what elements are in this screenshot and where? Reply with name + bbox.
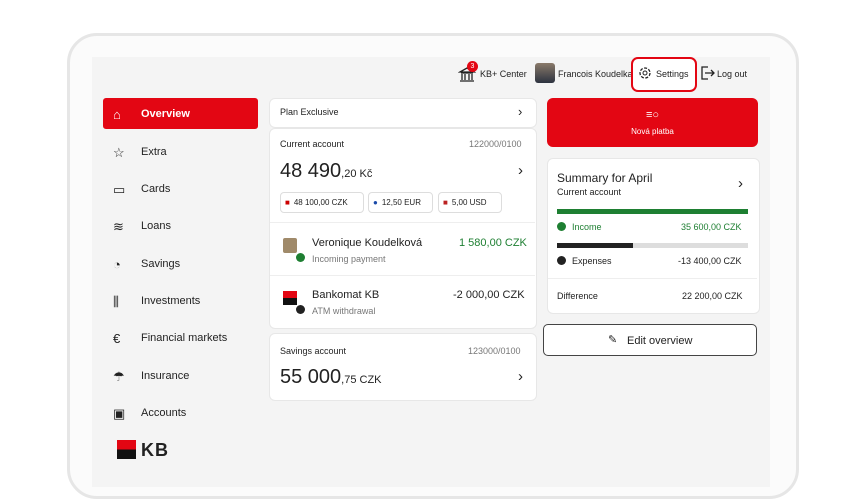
- outgoing-icon: [296, 305, 305, 314]
- currency: 12,50 EUR: [381, 198, 421, 207]
- difference: 22 200,00 CZK: [682, 291, 743, 301]
- payment-icon: ≡○: [646, 109, 660, 121]
- account-number: 123000/0100: [468, 346, 521, 356]
- tx-amount: 1 580,00 CZK: [459, 237, 527, 249]
- kb-logo-mark: [117, 440, 136, 459]
- account-label: Savings account: [280, 346, 347, 356]
- nav-item[interactable]: Financial markets: [141, 332, 228, 344]
- income-icon: [557, 222, 566, 231]
- user-name[interactable]: Francois Koudelka: [558, 69, 633, 79]
- nav-icon: ⫼: [113, 294, 119, 309]
- tx-name: Bankomat KB: [312, 289, 380, 301]
- expenses: -13 400,00 CZK: [678, 256, 742, 266]
- nav-icon: ▭: [113, 182, 126, 197]
- tx-type: Incoming payment: [312, 254, 386, 264]
- nav-item[interactable]: Overview: [141, 108, 190, 120]
- incoming-icon: [296, 253, 305, 262]
- edit: Edit overview: [627, 335, 693, 347]
- nav-icon: ◔: [113, 257, 121, 272]
- settings-button[interactable]: [631, 57, 697, 92]
- income-label: Income: [572, 222, 602, 232]
- expenses-label: Expenses: [572, 256, 612, 266]
- plan-card[interactable]: [269, 98, 537, 128]
- new-payment-button[interactable]: [547, 98, 758, 147]
- new-payment: Nová platba: [631, 127, 674, 136]
- nav-item[interactable]: Investments: [141, 295, 201, 307]
- nav-icon: ⌂: [113, 107, 121, 122]
- balance: 55 000,75 CZK: [280, 366, 382, 389]
- balance-main: 48 490: [280, 160, 342, 182]
- atm-logo: [283, 291, 297, 305]
- nav-icon: ☆: [113, 145, 125, 160]
- savings-card[interactable]: [269, 333, 537, 401]
- divider: [270, 275, 535, 276]
- logout[interactable]: Log out: [717, 69, 748, 79]
- balance-main: 55 000: [280, 366, 342, 388]
- currency-chip[interactable]: ● 12,50 EUR: [368, 192, 433, 213]
- avatar: [535, 63, 555, 83]
- nav-icon: ≋: [113, 219, 124, 234]
- balance: 48 490,20 Kč: [280, 160, 372, 183]
- account-number: 122000/0100: [469, 139, 522, 149]
- kb-center[interactable]: KB+ Center: [480, 69, 527, 79]
- divider: [548, 278, 757, 279]
- settings-icon: [639, 67, 651, 79]
- nav-item[interactable]: Savings: [141, 258, 181, 270]
- badge: 3: [467, 61, 478, 72]
- currency-chip[interactable]: ■ 5,00 USD: [438, 192, 502, 213]
- current-account-card[interactable]: [269, 128, 537, 329]
- balance-decimal: ,20 Kč: [341, 168, 373, 180]
- nav-icon: ☂: [113, 369, 125, 384]
- chevron: ›: [518, 162, 523, 179]
- nav-icon: ▣: [113, 406, 126, 421]
- nav-item[interactable]: Insurance: [141, 370, 190, 382]
- nav-item[interactable]: Cards: [141, 183, 171, 195]
- nav-item[interactable]: Accounts: [141, 407, 187, 419]
- nav-icon: €: [113, 331, 121, 346]
- edit-icon: ✎: [608, 334, 618, 346]
- tx-amount: -2 000,00 CZK: [453, 289, 525, 301]
- difference-label: Difference: [557, 291, 598, 301]
- contact-avatar: [283, 238, 297, 253]
- currency: 48 100,00 CZK: [293, 198, 348, 207]
- chevron: ›: [518, 368, 523, 385]
- income-bar: [557, 209, 748, 214]
- income: 35 600,00 CZK: [681, 222, 742, 232]
- expense-bar: [557, 243, 634, 248]
- balance-decimal: ,75 CZK: [341, 374, 382, 386]
- currency: 5,00 USD: [451, 198, 487, 207]
- kb-logo: KB: [141, 440, 169, 460]
- nav-active[interactable]: [103, 98, 258, 129]
- summary-subtitle: Current account: [557, 187, 622, 197]
- settings[interactable]: Settings: [656, 69, 689, 79]
- expense-icon: [557, 256, 566, 265]
- divider: [270, 222, 535, 223]
- expense-track: [557, 243, 748, 248]
- account-label: Current account: [280, 139, 345, 149]
- tx-type: ATM withdrawal: [312, 306, 376, 316]
- chevron: ›: [738, 175, 743, 192]
- summary-title: Summary for April: [557, 171, 653, 185]
- logout-icon[interactable]: [699, 65, 715, 81]
- nav-item[interactable]: Extra: [141, 146, 167, 158]
- plan: Plan Exclusive: [280, 107, 339, 117]
- nav-item[interactable]: Loans: [141, 220, 171, 232]
- summary-card[interactable]: [547, 158, 760, 314]
- currency-chip[interactable]: ■ 48 100,00 CZK: [280, 192, 364, 213]
- tx-name: Veronique Koudelková: [312, 237, 423, 249]
- chevron: ›: [518, 104, 523, 119]
- page: 3 KB+ Center Francois Koudelka Settings …: [67, 33, 799, 499]
- edit-button[interactable]: [543, 324, 757, 356]
